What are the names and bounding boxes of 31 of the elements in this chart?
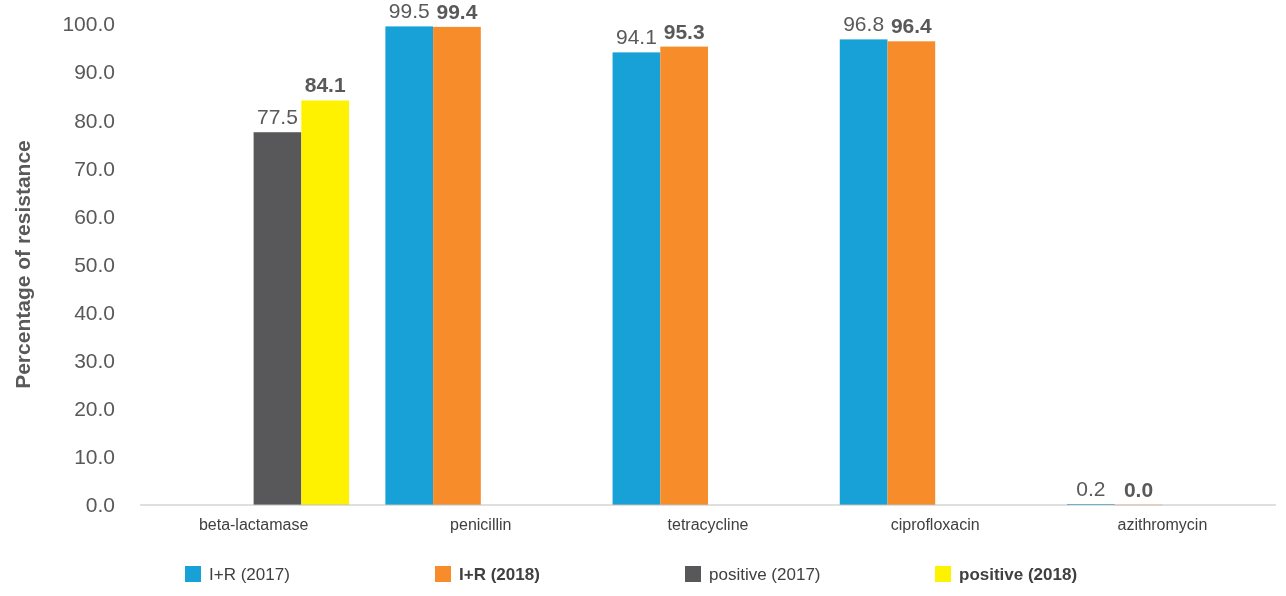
y-tick-label: 90.0: [74, 60, 115, 84]
data-label: 99.5: [388, 0, 430, 23]
data-label: 84.1: [304, 73, 346, 97]
x-tick-label: ciprofloxacin: [890, 516, 980, 533]
data-label: 0.2: [1076, 477, 1106, 501]
data-label: 95.3: [663, 19, 705, 43]
y-tick-label: 0.0: [85, 493, 115, 517]
legend-label: positive (2017): [709, 564, 821, 584]
data-label: 94.1: [615, 25, 657, 49]
data-label: 96.4: [890, 14, 933, 38]
y-tick-label: 40.0: [74, 300, 115, 324]
y-axis-title: Percentage of resistance: [11, 140, 34, 389]
y-tick-label: 30.0: [74, 349, 115, 373]
data-label: 96.8: [843, 12, 885, 36]
x-tick-label: azithromycin: [1117, 516, 1208, 533]
data-label: 99.4: [436, 0, 478, 23]
y-tick-label: 60.0: [74, 204, 115, 228]
y-tick-label: 10.0: [74, 445, 115, 469]
y-tick-label: 70.0: [74, 156, 115, 180]
x-tick-label: penicillin: [450, 516, 512, 533]
y-tick-label: 100.0: [62, 12, 115, 36]
y-tick-label: 80.0: [74, 108, 115, 132]
legend-label: I+R (2017): [209, 564, 290, 584]
data-label: 0.0: [1123, 478, 1154, 501]
legend-label: positive (2018): [959, 564, 1078, 584]
x-tick-label: beta-lactamase: [198, 516, 309, 533]
x-tick-label: tetracycline: [667, 516, 749, 533]
y-tick-label: 50.0: [74, 252, 115, 276]
y-tick-label: 20.0: [74, 397, 115, 421]
legend-label: I+R (2018): [459, 564, 540, 584]
data-label: 77.5: [257, 105, 298, 129]
